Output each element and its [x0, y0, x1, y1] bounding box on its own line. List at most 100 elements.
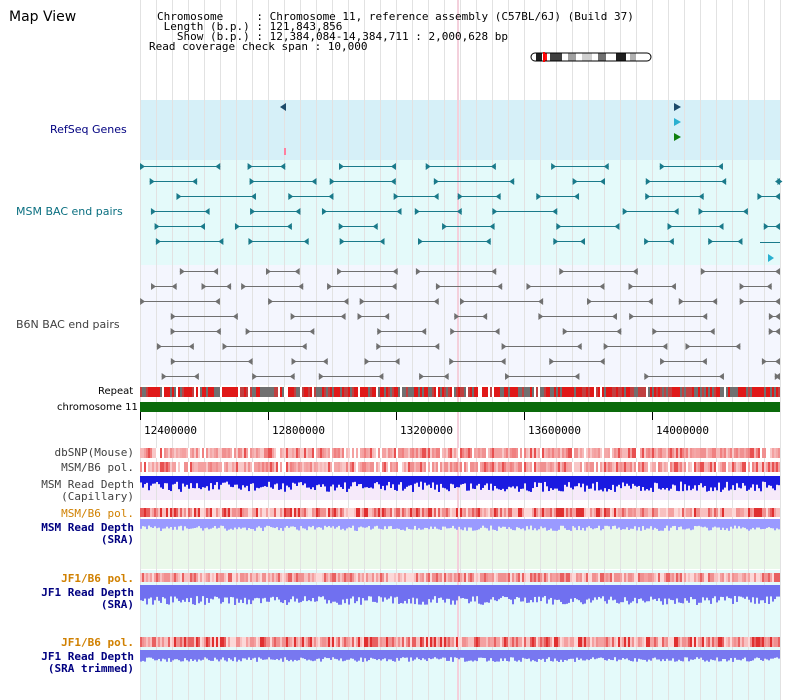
- jf1-b6-pol-2-mark: [744, 637, 746, 647]
- msm-depth-sra-bar: [674, 519, 676, 526]
- jf1-depth-trimmed-bar: [602, 650, 604, 659]
- msm-bac-pair: [579, 238, 585, 245]
- jf1-b6-pol-mark: [778, 573, 780, 582]
- track-label-msm-depth-capillary[interactable]: MSM Read Depth: [41, 478, 134, 491]
- jf1-depth-sra-bar: [328, 585, 330, 601]
- msm-b6-pol-mark: [362, 462, 364, 472]
- msm-depth-sra-bar: [608, 519, 610, 527]
- jf1-b6-pol-2-mark: [614, 637, 616, 647]
- msm-depth-sra-bar: [398, 519, 400, 529]
- jf1-b6-pol-2-mark: [396, 637, 398, 647]
- jf1-depth-trimmed-bar: [608, 650, 610, 659]
- msm-b6-pol-2-mark: [538, 508, 540, 517]
- msm-depth-capillary-bar: [374, 476, 376, 484]
- jf1-b6-pol-2-mark: [606, 637, 608, 647]
- msm-b6-pol-mark: [768, 462, 770, 472]
- jf1-b6-pol-2-mark: [320, 637, 322, 647]
- repeat-mark: [370, 387, 372, 397]
- jf1-b6-pol-mark: [678, 573, 680, 582]
- track-label-dbsnp[interactable]: dbSNP(Mouse): [54, 446, 134, 459]
- msm-bac-pair: [768, 254, 774, 262]
- track-label-jf1-depth-sra[interactable]: JF1 Read Depth: [41, 586, 134, 599]
- track-label-jf1-b6-pol[interactable]: JF1/B6 pol.: [61, 572, 134, 585]
- jf1-b6-pol-mark: [672, 573, 674, 582]
- track-label-jf1-b6-pol-2[interactable]: JF1/B6 pol.: [61, 636, 134, 649]
- msm-depth-sra-bar: [498, 519, 500, 527]
- jf1-b6-pol-mark: [294, 573, 296, 582]
- jf1-b6-pol-2-mark: [746, 637, 748, 647]
- msm-depth-capillary-bar: [344, 476, 346, 483]
- msm-depth-sra-bar: [702, 519, 704, 528]
- jf1-b6-pol-mark: [292, 573, 294, 582]
- jf1-depth-sra-bar: [422, 585, 424, 602]
- msm-b6-pol-2-mark: [628, 508, 630, 517]
- b6n-bac-pair: [376, 343, 382, 350]
- jf1-depth-trimmed-bar: [176, 650, 178, 660]
- track-label-refseq-genes[interactable]: RefSeq Genes: [50, 123, 127, 136]
- jf1-depth-sra-bar: [484, 585, 486, 603]
- jf1-b6-pol-2-mark: [618, 637, 620, 647]
- jf1-b6-pol-2-mark: [776, 637, 778, 647]
- track-label-b6n-bac-end-pairs[interactable]: B6N BAC end pairs: [16, 318, 120, 331]
- msm-depth-capillary-bar: [692, 476, 694, 489]
- repeat-mark: [764, 387, 766, 397]
- msm-depth-sra-bar: [420, 519, 422, 530]
- msm-b6-pol-2-mark: [284, 508, 286, 517]
- jf1-depth-trimmed-bar: [234, 650, 236, 658]
- jf1-b6-pol-2-mark: [254, 637, 256, 647]
- msm-depth-sra-bar: [456, 519, 458, 530]
- jf1-depth-trimmed-bar: [732, 650, 734, 662]
- jf1-b6-pol-mark: [578, 573, 580, 582]
- track-label-jf1-depth-trimmed[interactable]: JF1 Read Depth: [41, 650, 134, 663]
- msm-depth-sra-bar: [310, 519, 312, 528]
- jf1-b6-pol-2-mark: [616, 637, 618, 647]
- msm-bac-pair: [215, 163, 221, 170]
- dbsnp-mark: [644, 448, 646, 458]
- jf1-depth-sra-bar: [654, 585, 656, 599]
- msm-b6-pol-2-mark: [386, 508, 388, 517]
- dbsnp-mark: [324, 448, 326, 458]
- msm-b6-pol-mark: [286, 462, 288, 472]
- track-label-msm-b6-pol-2[interactable]: MSM/B6 pol.: [61, 507, 134, 520]
- msm-depth-capillary-bar: [362, 476, 364, 489]
- jf1-b6-pol-mark: [706, 573, 708, 582]
- jf1-b6-pol-2-mark: [414, 637, 416, 647]
- chromosome-ideogram[interactable]: [530, 52, 652, 62]
- repeat-mark: [328, 387, 330, 397]
- msm-b6-pol-2-mark: [162, 508, 164, 517]
- jf1-b6-pol-2-mark: [290, 637, 292, 647]
- dbsnp-mark: [558, 448, 560, 458]
- jf1-b6-pol-mark: [278, 573, 280, 582]
- jf1-depth-sra-bar: [306, 585, 308, 602]
- jf1-depth-sra-bar: [582, 585, 584, 605]
- jf1-b6-pol-mark: [584, 573, 586, 582]
- msm-depth-sra-bar: [220, 519, 222, 526]
- track-label-msm-depth-sra[interactable]: MSM Read Depth: [41, 521, 134, 534]
- track-label-msm-b6-pol[interactable]: MSM/B6 pol.: [61, 461, 134, 474]
- msm-depth-capillary-bar: [204, 476, 206, 488]
- jf1-b6-pol-2-mark: [318, 637, 320, 647]
- track-label-repeat[interactable]: Repeat: [98, 386, 134, 397]
- msm-b6-pol-mark: [302, 462, 304, 472]
- jf1-depth-trimmed-bar: [742, 650, 744, 659]
- jf1-b6-pol-mark: [470, 573, 472, 582]
- dbsnp-mark: [670, 448, 672, 458]
- msm-b6-pol-2-mark: [686, 508, 688, 517]
- msm-depth-sra-bar: [168, 519, 170, 529]
- jf1-depth-trimmed-bar: [424, 650, 426, 660]
- msm-depth-capillary-bar: [488, 476, 490, 490]
- msm-bac-pair: [200, 223, 206, 230]
- msm-depth-sra-bar: [532, 519, 534, 531]
- msm-b6-pol-2-mark: [698, 508, 700, 517]
- track-label-chromosome[interactable]: chromosome 11: [57, 402, 138, 413]
- msm-b6-pol-2-mark: [168, 508, 170, 517]
- jf1-b6-pol-mark: [344, 573, 346, 582]
- msm-b6-pol-2-mark: [560, 508, 562, 517]
- b6n-bac-pair: [599, 283, 605, 290]
- repeat-mark: [604, 387, 606, 397]
- msm-bac-pair: [176, 193, 182, 200]
- track-label-msm-bac-end-pairs[interactable]: MSM BAC end pairs: [16, 205, 123, 218]
- repeat-mark: [760, 387, 762, 397]
- msm-b6-pol-2-mark: [186, 508, 188, 517]
- msm-b6-pol-2-mark: [550, 508, 552, 517]
